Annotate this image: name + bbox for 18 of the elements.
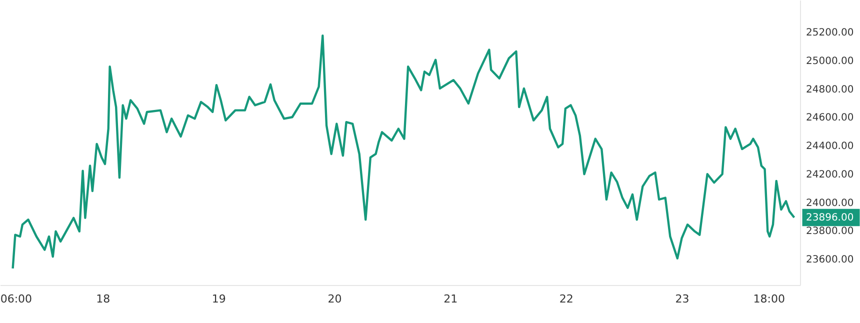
y-tick-label: 25000.00 — [806, 56, 854, 67]
x-tick-label: 21 — [444, 292, 458, 306]
y-tick-label: 24800.00 — [806, 84, 854, 96]
x-tick-label: 06:00 — [0, 292, 32, 306]
y-tick-label: 25200.00 — [806, 28, 854, 39]
x-tick-label: 20 — [328, 292, 342, 306]
x-tick-label: 22 — [559, 292, 574, 306]
y-tick-label: 23600.00 — [806, 254, 854, 266]
y-tick-label: 24200.00 — [806, 169, 854, 180]
text: 23896.00 — [806, 212, 854, 224]
y-tick-label: 24600.00 — [806, 112, 854, 124]
y-tick-label: 23800.00 — [806, 226, 854, 238]
x-tick-label: 19 — [212, 292, 226, 306]
x-tick-label: 23 — [675, 292, 690, 306]
y-tick-label: 24400.00 — [806, 141, 854, 152]
y-tick-label: 24000.00 — [806, 198, 854, 209]
x-tick-label: 18:00 — [753, 292, 785, 306]
x-tick-label: 18 — [96, 292, 110, 306]
